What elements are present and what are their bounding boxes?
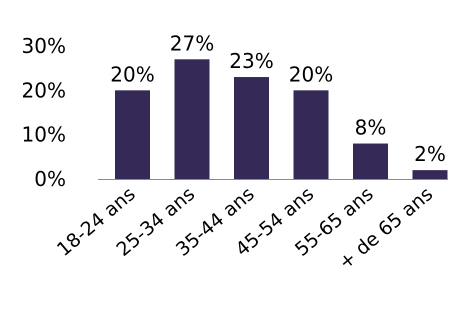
y-tick-label: 20% — [22, 78, 66, 102]
bar — [174, 59, 210, 179]
bar — [353, 143, 388, 179]
bar — [293, 90, 329, 179]
y-tick-label: 30% — [22, 34, 66, 58]
bar — [412, 170, 448, 179]
data-label: 8% — [355, 116, 387, 140]
data-labels-group: 20% 27% 23% 20% 8% 2% — [110, 31, 446, 166]
data-label: 27% — [170, 31, 214, 55]
y-axis-ticks: 0% 10% 20% 30% — [22, 34, 66, 191]
bars-group — [115, 59, 448, 179]
data-label: 2% — [414, 142, 446, 166]
y-tick-label: 0% — [34, 167, 66, 191]
data-label: 23% — [229, 49, 273, 73]
bar — [115, 90, 150, 179]
data-label: 20% — [110, 62, 154, 86]
data-label: 20% — [289, 62, 333, 86]
bar — [234, 77, 269, 179]
y-tick-label: 10% — [22, 123, 66, 147]
